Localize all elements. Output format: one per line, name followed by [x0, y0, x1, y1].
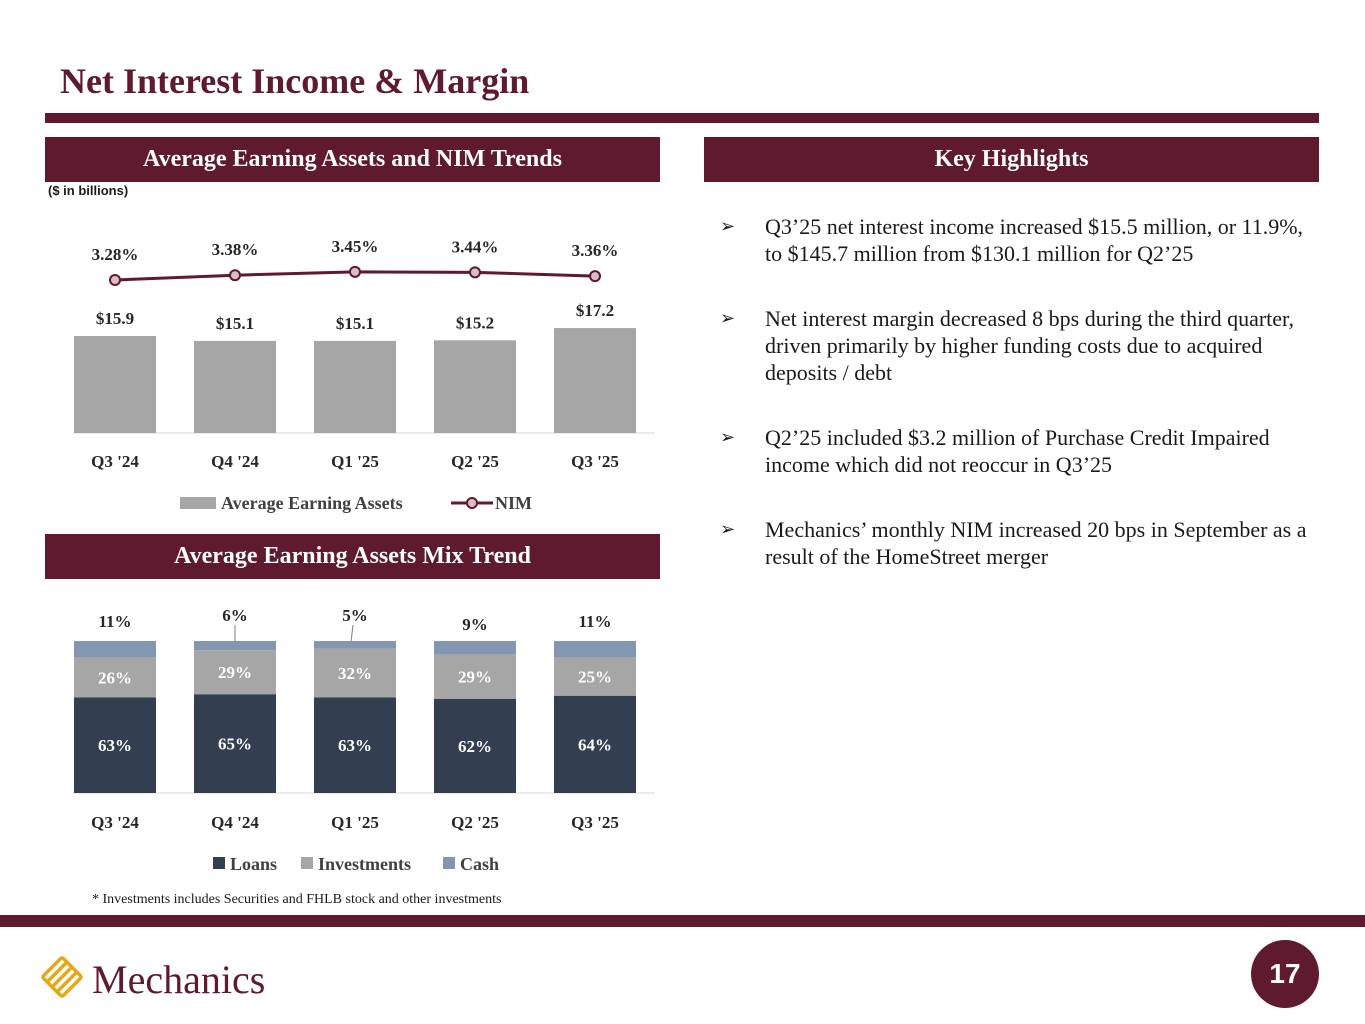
bar-segment-cash [554, 641, 636, 658]
legend-label-loans: Loans [230, 854, 277, 874]
legend-label-cash: Cash [460, 854, 499, 874]
data-label-investments: 29% [218, 663, 252, 682]
bar-segment-loans [74, 697, 156, 793]
nim-data-label: 3.38% [212, 240, 259, 259]
bar-average-earning-assets [554, 328, 636, 433]
data-label-cash: 6% [222, 606, 248, 625]
highlight-text: Q3’25 net interest income increased $15.… [765, 214, 1304, 266]
legend-marker-nim [466, 497, 478, 509]
x-tick-label: Q3 '25 [571, 813, 619, 832]
bar-segment-investments [554, 657, 636, 696]
x-tick-label: Q1 '25 [331, 813, 379, 832]
highlights-list: ➢ Q3’25 net interest income increased $15… [720, 213, 1320, 608]
bar-data-label: $15.9 [96, 309, 134, 328]
legend-label-investments: Investments [318, 854, 411, 874]
data-label-loans: 64% [578, 735, 612, 754]
chart1-header: Average Earning Assets and NIM Trends [45, 137, 660, 182]
bar-segment-loans [434, 698, 516, 793]
x-tick-label: Q3 '24 [91, 452, 139, 471]
nim-point [109, 274, 121, 286]
nim-data-label: 3.36% [572, 241, 619, 260]
legend-swatch-investments [301, 857, 313, 869]
nim-point [469, 266, 481, 279]
chart2-header: Average Earning Assets Mix Trend [45, 534, 660, 579]
x-tick-label: Q1 '25 [331, 452, 379, 471]
x-tick-label: Q3 '24 [91, 813, 139, 832]
data-label-investments: 32% [338, 664, 372, 683]
nim-data-label: 3.45% [332, 237, 379, 256]
data-label-cash: 5% [342, 606, 368, 625]
bar-average-earning-assets [194, 340, 276, 433]
arrow-bullet-icon: ➢ [720, 308, 736, 328]
nim-point [229, 269, 241, 282]
data-label-loans: 63% [338, 736, 372, 755]
footnote: * Investments includes Securities and FH… [92, 892, 502, 907]
data-label-investments: 26% [98, 668, 132, 687]
nim-point [349, 265, 361, 278]
data-label-investments: 25% [578, 668, 612, 687]
data-label-cash: 11% [98, 612, 131, 631]
title-divider [45, 113, 1319, 123]
page-title: Net Interest Income & Margin [60, 61, 530, 101]
data-label-loans: 62% [458, 737, 492, 756]
bar-segment-investments [434, 654, 516, 699]
bar-segment-investments [74, 657, 156, 698]
x-tick-label: Q2 '25 [451, 452, 499, 471]
highlight-item: ➢ Q2’25 included $3.2 million of Purchase… [720, 424, 1320, 478]
page-number-badge: 17 [1251, 940, 1319, 1008]
highlights-header: Key Highlights [704, 137, 1319, 182]
bar-segment-loans [314, 697, 396, 793]
bar-segment-cash [194, 641, 276, 651]
legend-swatch-loans [213, 857, 225, 869]
bar-segment-cash [434, 641, 516, 655]
logo-text: Mechanics [92, 957, 266, 1002]
data-label-cash: 9% [462, 615, 488, 634]
legend-label-average-earning-assets: Average Earning Assets [221, 493, 403, 513]
data-label-loans: 65% [218, 735, 252, 754]
bar-data-label: $15.1 [336, 314, 374, 333]
legend-swatch-cash [443, 857, 455, 869]
bar-segment-investments [194, 650, 276, 695]
legend-label-nim: NIM [495, 493, 532, 513]
data-label-loans: 63% [98, 736, 132, 755]
nim-point [589, 270, 601, 283]
highlight-item: ➢ Net interest margin decreased 8 bps dur… [720, 305, 1320, 386]
bar-average-earning-assets [74, 336, 156, 433]
units-label: ($ in billions) [48, 183, 129, 198]
leader-line [350, 624, 354, 643]
earning-assets-nim-chart: $15.9 Q3 '24 $15.1 Q4 '24 $15.1 Q1 '25 $15.2 Q2… [73, 237, 655, 513]
arrow-bullet-icon: ➢ [720, 427, 736, 447]
highlight-item: ➢ Q3’25 net interest income increased $15… [720, 213, 1320, 267]
bar-data-label: $17.2 [576, 301, 614, 320]
highlight-item: ➢ Mechanics’ monthly NIM increased 20 bps… [720, 516, 1320, 570]
bar-data-label: $15.1 [216, 314, 254, 333]
data-label-cash: 11% [578, 612, 611, 631]
bar-average-earning-assets [314, 340, 396, 433]
highlight-text: Net interest margin decreased 8 bps duri… [765, 306, 1294, 385]
highlight-text: Mechanics’ monthly NIM increased 20 bps … [765, 517, 1307, 569]
nim-data-label: 3.28% [92, 245, 139, 264]
earning-assets-mix-chart: 63% 26% 11% Q3 '24 65% 29% 6% Q4 '24 63% 32% 5% Q1 … [73, 606, 655, 874]
arrow-bullet-icon: ➢ [720, 216, 736, 236]
bar-segment-cash [314, 641, 396, 649]
highlight-text: Q2’25 included $3.2 million of Purchase … [765, 425, 1270, 477]
x-tick-label: Q3 '25 [571, 452, 619, 471]
arrow-bullet-icon: ➢ [720, 519, 736, 539]
mechanics-logo-icon [41, 956, 83, 998]
x-tick-label: Q4 '24 [211, 813, 259, 832]
footer-divider [0, 915, 1365, 927]
bar-segment-loans [194, 694, 276, 793]
x-tick-label: Q2 '25 [451, 813, 499, 832]
bar-segment-loans [554, 695, 636, 793]
bar-segment-investments [314, 648, 396, 698]
legend-swatch-average-earning-assets [180, 497, 216, 509]
x-tick-label: Q4 '24 [211, 452, 259, 471]
bar-segment-cash [74, 641, 156, 658]
nim-data-label: 3.44% [452, 237, 499, 256]
bar-data-label: $15.2 [456, 313, 494, 332]
data-label-investments: 29% [458, 668, 492, 687]
bar-average-earning-assets [434, 340, 516, 433]
